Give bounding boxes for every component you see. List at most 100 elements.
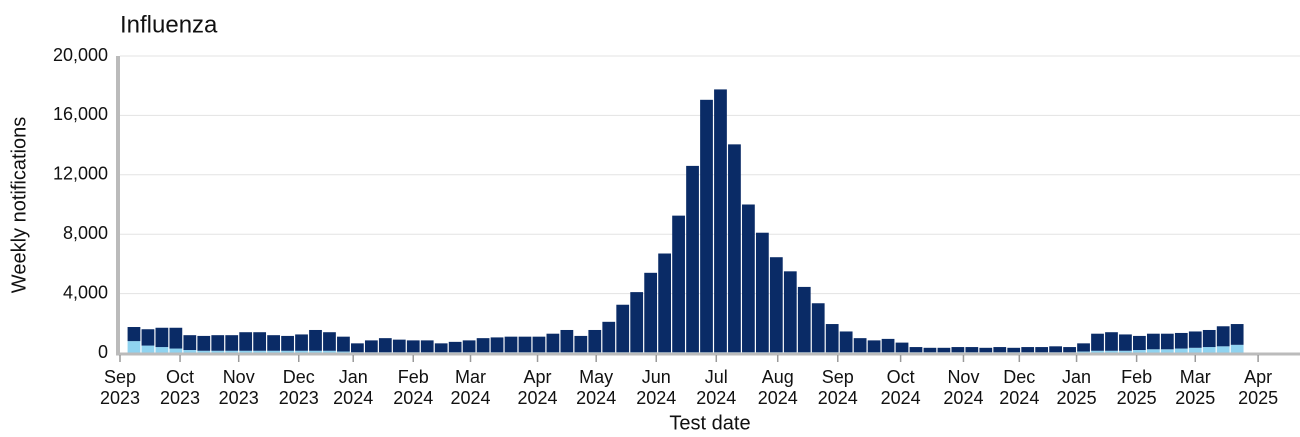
bar-segment xyxy=(546,333,560,353)
bar-segment xyxy=(127,341,141,353)
bar-segment xyxy=(560,329,574,353)
bar-segment xyxy=(392,339,406,353)
bar-segment xyxy=(155,347,169,353)
bar-segment xyxy=(1119,350,1132,353)
bar-segment xyxy=(518,336,532,353)
bar-segment xyxy=(1230,324,1244,345)
bar-segment xyxy=(225,350,239,353)
bar-segment xyxy=(141,345,155,353)
bar-segment xyxy=(700,99,713,353)
bar-segment xyxy=(937,347,951,353)
bar-segment xyxy=(644,272,658,353)
bar-segment xyxy=(686,165,699,353)
x-tick-label: Dec 2024 xyxy=(999,367,1039,408)
bar-segment xyxy=(169,327,183,349)
x-tick-label: Nov 2023 xyxy=(219,367,259,408)
bar-segment xyxy=(490,337,504,353)
y-tick-label: 12,000 xyxy=(53,164,108,184)
bar-segment xyxy=(1049,346,1063,353)
bar-segment xyxy=(1007,347,1021,353)
bar-segment xyxy=(351,343,364,353)
bar-segment xyxy=(253,350,267,353)
bar-segment xyxy=(169,348,183,353)
x-tick-label: Jan 2025 xyxy=(1057,367,1097,408)
bar-segment xyxy=(1146,333,1160,350)
bar-segment xyxy=(895,342,909,353)
bar-segment xyxy=(239,332,253,351)
bar-segment xyxy=(1021,347,1035,353)
bar-segment xyxy=(979,347,993,353)
bar-segment xyxy=(1146,349,1160,353)
x-tick-label: Oct 2024 xyxy=(881,367,921,408)
bar-segment xyxy=(1188,347,1202,353)
bar-segment xyxy=(1119,334,1132,351)
x-tick-label: Mar 2024 xyxy=(450,367,490,408)
x-tick-label: Feb 2025 xyxy=(1117,367,1157,408)
bar-segment xyxy=(1202,329,1216,348)
bar-segment xyxy=(1091,350,1104,353)
bar-segment xyxy=(797,286,811,353)
x-tick-label: Aug 2024 xyxy=(758,367,798,408)
bar-segment xyxy=(867,340,881,353)
bar-segment xyxy=(183,350,197,353)
bar-segment xyxy=(309,329,322,351)
bar-segment xyxy=(839,331,853,353)
bar-segment xyxy=(602,321,616,353)
x-axis-label: Test date xyxy=(669,412,750,434)
bar-segment xyxy=(1216,346,1230,353)
bar-segment xyxy=(755,232,769,353)
bar-segment xyxy=(1077,343,1090,352)
bar-segment xyxy=(323,350,336,353)
x-tick-label: Sep 2024 xyxy=(818,367,858,408)
bar-segment xyxy=(1188,331,1202,348)
bar-segment xyxy=(211,335,225,351)
bar-segment xyxy=(1216,326,1230,347)
bar-segment xyxy=(1063,347,1076,353)
bar-segment xyxy=(658,253,671,353)
bar-segment xyxy=(337,336,350,352)
bar-segment xyxy=(616,304,630,353)
bar-segment xyxy=(1105,350,1118,353)
bar-segment xyxy=(951,347,965,353)
bar-segment xyxy=(281,350,294,353)
bar-segment xyxy=(448,341,462,353)
bar-segment xyxy=(993,347,1007,353)
y-axis-label: Weekly notifications xyxy=(8,117,30,293)
bar-segment xyxy=(295,350,308,353)
x-tick-label: May 2024 xyxy=(576,367,616,408)
bar-segment xyxy=(155,327,169,348)
bar-segment xyxy=(141,329,155,346)
bar-segment xyxy=(253,332,267,351)
bar-segment xyxy=(1174,332,1188,349)
x-tick-label: Mar 2025 xyxy=(1175,367,1215,408)
bar-segment xyxy=(420,340,434,353)
x-tick-label: Feb 2024 xyxy=(393,367,433,408)
bar-segment xyxy=(378,338,392,353)
bar-segment xyxy=(406,340,420,353)
bar-segment xyxy=(672,215,685,353)
y-tick-label: 4,000 xyxy=(63,282,108,302)
bar-segment xyxy=(630,292,644,353)
bar-segment xyxy=(1160,333,1174,350)
x-tick-label: Jun 2024 xyxy=(636,367,676,408)
x-tick-label: Dec 2023 xyxy=(279,367,319,408)
bar-segment xyxy=(197,335,211,351)
bar-segment xyxy=(714,89,727,353)
bar-segment xyxy=(1133,350,1146,353)
bar-segment xyxy=(504,336,518,353)
x-tick-label: Nov 2024 xyxy=(943,367,983,408)
bar-segment xyxy=(281,335,294,351)
bar-segment xyxy=(728,144,741,353)
chart-title: Influenza xyxy=(120,11,218,38)
x-tick-label: Apr 2024 xyxy=(518,367,558,408)
bar-segment xyxy=(476,338,490,353)
bar-segment xyxy=(909,347,923,353)
bar-segment xyxy=(783,271,797,353)
bar-segment xyxy=(532,336,546,353)
x-tick-label: Jul 2024 xyxy=(696,367,736,408)
bar-segment xyxy=(881,338,895,353)
bar-segment xyxy=(1077,351,1090,353)
bar-segment xyxy=(225,335,239,351)
x-tick-label: Apr 2025 xyxy=(1238,367,1278,408)
bar-segment xyxy=(853,338,867,353)
